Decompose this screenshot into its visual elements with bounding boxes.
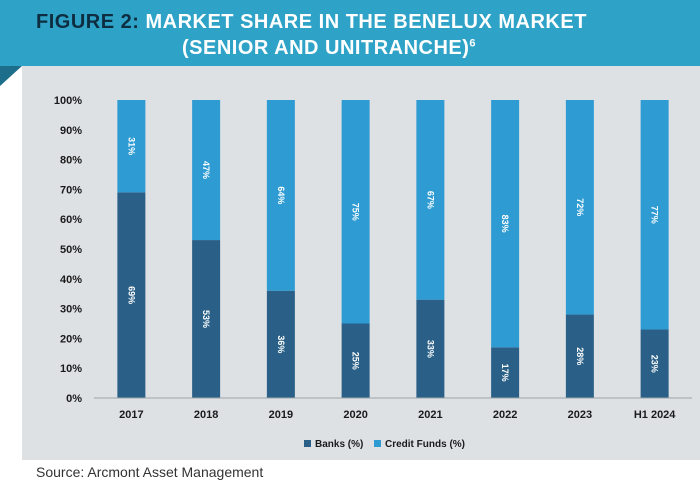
legend-label-banks: Banks (%) — [315, 439, 363, 450]
x-tick-label: 2020 — [343, 409, 367, 421]
data-label: 23% — [650, 355, 660, 373]
data-label: 36% — [276, 335, 286, 353]
bar-credit-funds — [565, 100, 594, 315]
bar-credit-funds — [416, 100, 445, 300]
bar-credit-funds — [640, 100, 669, 330]
y-tick-label: 70% — [60, 184, 82, 196]
legend: Banks (%) Credit Funds (%) — [304, 439, 465, 450]
header-banner: FIGURE 2: MARKET SHARE IN THE BENELUX MA… — [0, 0, 700, 66]
chart-panel: 0% 10% 20% 30% 40% 50% 60% 70% 80% 90% 100% 69% 31%… — [22, 66, 700, 460]
data-label: 47% — [201, 161, 211, 179]
y-tick-label: 0% — [66, 393, 82, 405]
x-tick-label: 2019 — [269, 409, 293, 421]
data-label: 33% — [425, 340, 435, 358]
header-fold-decoration — [0, 66, 22, 86]
title-line-2-text: (SENIOR AND UNITRANCHE) — [182, 37, 470, 59]
y-tick-label: 20% — [60, 333, 82, 345]
bar-credit-funds — [491, 100, 520, 348]
figure-title: FIGURE 2: MARKET SHARE IN THE BENELUX MA… — [36, 9, 587, 61]
data-label: 77% — [650, 206, 660, 224]
y-tick-label: 10% — [60, 363, 82, 375]
y-tick-label: 50% — [60, 244, 82, 256]
x-axis: 2017 2018 2019 2020 2021 2022 2023 H1 2024 — [94, 397, 692, 421]
bar-banks — [416, 299, 445, 398]
bar-credit-funds — [117, 100, 146, 193]
bar-banks — [341, 323, 370, 398]
y-tick-label: 40% — [60, 274, 82, 286]
y-tick-label: 80% — [60, 155, 82, 167]
bar-banks — [491, 347, 520, 398]
data-label: 28% — [575, 347, 585, 365]
bar-credit-funds — [266, 100, 295, 291]
bar-banks — [565, 314, 594, 398]
data-label: 75% — [351, 203, 361, 221]
data-label: 72% — [575, 198, 585, 216]
data-label: 17% — [500, 364, 510, 382]
x-tick-label: 2023 — [568, 409, 592, 421]
stacked-bar-chart: 0% 10% 20% 30% 40% 50% 60% 70% 80% 90% 100% 69% 31%… — [54, 95, 692, 450]
bars: 69% 31% 53% 47% 36% 64% 25% 75% 33% 67% 17% 83% 28% 7… — [117, 100, 669, 398]
x-tick-label: 2018 — [194, 409, 218, 421]
x-tick-label: 2021 — [418, 409, 442, 421]
y-tick-label: 90% — [60, 125, 82, 137]
title-footnote: 6 — [469, 37, 477, 50]
y-tick-label: 60% — [60, 214, 82, 226]
x-tick-label: 2022 — [493, 409, 517, 421]
data-label: 25% — [351, 352, 361, 370]
data-label: 67% — [425, 191, 435, 209]
data-label: 69% — [126, 286, 136, 304]
data-label: 64% — [276, 186, 286, 204]
title-line-1: MARKET SHARE IN THE BENELUX MARKET — [145, 11, 587, 33]
x-tick-label: 2017 — [119, 409, 143, 421]
bar-banks — [640, 329, 669, 398]
y-tick-label: 30% — [60, 304, 82, 316]
source-note: Source: Arcmont Asset Management — [36, 464, 264, 480]
bar-credit-funds — [341, 100, 370, 324]
bar-credit-funds — [192, 100, 221, 241]
data-label: 53% — [201, 310, 211, 328]
bar-banks — [266, 290, 295, 398]
legend-swatch-banks — [304, 440, 311, 447]
bar-banks — [117, 192, 146, 398]
x-tick-label: H1 2024 — [634, 409, 676, 421]
y-tick-label: 100% — [54, 95, 82, 107]
figure-label: FIGURE 2: — [36, 11, 140, 33]
legend-swatch-credit-funds — [374, 440, 381, 447]
data-label: 31% — [126, 137, 136, 155]
y-axis: 0% 10% 20% 30% 40% 50% 60% 70% 80% 90% 100% — [54, 95, 82, 405]
title-line-2: (SENIOR AND UNITRANCHE)6 — [36, 35, 587, 61]
data-label: 83% — [500, 215, 510, 233]
legend-label-credit-funds: Credit Funds (%) — [385, 439, 465, 450]
bar-banks — [192, 240, 221, 398]
